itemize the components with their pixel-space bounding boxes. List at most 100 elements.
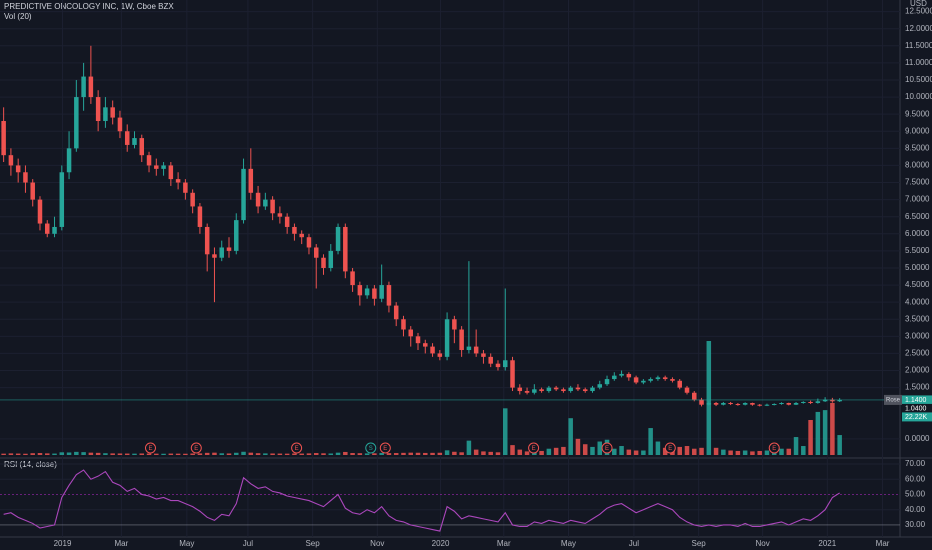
- y-tick-label: 6.5000: [905, 212, 930, 221]
- x-tick-label: May: [179, 539, 194, 548]
- volume-bar: [263, 453, 268, 455]
- y-tick-label: 30.00: [905, 520, 926, 529]
- volume-bar: [502, 408, 508, 455]
- candle-body: [59, 172, 65, 227]
- y-tick-label: 2.0000: [905, 366, 930, 375]
- price-tag: [902, 395, 932, 405]
- y-tick-label: 1.5000: [905, 383, 930, 392]
- candle-body: [226, 247, 232, 251]
- candle-body: [175, 179, 181, 183]
- candle-body: [154, 165, 159, 169]
- candle-body: [655, 377, 661, 380]
- volume-bar: [779, 448, 784, 455]
- price-tag-label: 1.1400: [905, 397, 927, 404]
- y-tick-label: 11.0000: [905, 58, 932, 67]
- volume-bar: [481, 451, 486, 455]
- volume-bar: [786, 448, 792, 455]
- y-tick-label: 11.5000: [905, 41, 932, 50]
- volume-bar: [590, 446, 595, 455]
- candle-body: [466, 346, 472, 351]
- candle-body: [313, 247, 319, 258]
- volume-bar: [292, 453, 297, 455]
- volume-bar: [662, 447, 668, 455]
- candle-body: [793, 402, 799, 405]
- volume-bar: [633, 450, 639, 455]
- volume-bar: [284, 453, 290, 455]
- volume-bar: [321, 453, 326, 455]
- volume-bar: [154, 453, 159, 455]
- volume-bar: [117, 453, 123, 455]
- candle-body: [612, 375, 617, 380]
- x-tick-label: Nov: [755, 539, 769, 548]
- volume-bar: [764, 450, 770, 455]
- candle-body: [190, 192, 195, 207]
- volume-bar: [597, 441, 603, 455]
- candle-body: [124, 131, 130, 145]
- y-tick-label: 9.0000: [905, 126, 930, 135]
- event-label: E: [295, 446, 299, 452]
- candle-body: [401, 319, 406, 330]
- event-label: E: [605, 446, 609, 452]
- volume-bar: [510, 445, 515, 455]
- volume-bar: [204, 452, 210, 455]
- volume-bar: [52, 453, 57, 455]
- price-tag: [902, 403, 932, 413]
- candle-body: [219, 247, 224, 258]
- y-tick-label: 12.5000: [905, 7, 932, 16]
- volume-bar: [110, 453, 115, 455]
- y-tick-label: 5.5000: [905, 246, 930, 255]
- event-label: E: [383, 446, 387, 452]
- candle-body: [372, 288, 377, 299]
- candle-body: [74, 97, 79, 149]
- candle-body: [204, 226, 210, 255]
- candle-body: [1, 121, 6, 156]
- y-tick-label: 60.00: [905, 474, 926, 483]
- y-tick-label: 7.5000: [905, 178, 930, 187]
- candle-body: [604, 379, 610, 385]
- volume-bar: [575, 438, 581, 455]
- candle-body: [837, 399, 842, 402]
- y-tick-label: 5.0000: [905, 263, 930, 272]
- currency: USD: [910, 0, 927, 8]
- candle-body: [481, 353, 486, 357]
- candle-body: [321, 257, 326, 268]
- candle-body: [335, 226, 341, 251]
- candle-body: [241, 168, 246, 221]
- candle-body: [81, 76, 86, 98]
- y-tick-label: 40.00: [905, 505, 926, 514]
- volume-bar: [401, 452, 406, 455]
- candle-body: [728, 402, 733, 405]
- volume-bar: [524, 451, 530, 455]
- candle-body: [815, 401, 821, 403]
- y-tick-label: 7.0000: [905, 195, 930, 204]
- volume-bar: [30, 453, 35, 455]
- event-label: E: [668, 446, 672, 452]
- volume-bar: [161, 453, 166, 455]
- candle-body: [626, 373, 632, 378]
- volume-bar: [677, 446, 682, 455]
- price-tag: [902, 412, 932, 422]
- volume-title: Vol (20): [4, 12, 32, 21]
- volume-bar: [183, 453, 188, 455]
- y-tick-label: 4.0000: [905, 297, 930, 306]
- candle-body: [510, 360, 515, 388]
- y-tick-label: 50.00: [905, 490, 926, 499]
- event-label: E: [194, 446, 198, 452]
- volume-bar: [641, 450, 646, 455]
- volume-bar: [801, 446, 806, 455]
- volume-bar: [473, 449, 479, 455]
- volume-bar: [742, 450, 748, 455]
- event-marker: [190, 442, 202, 454]
- candle-body: [662, 377, 668, 380]
- y-tick-label: 9.5000: [905, 109, 930, 118]
- candle-body: [641, 380, 646, 383]
- volume-bar: [757, 450, 762, 455]
- candle-body: [699, 399, 704, 405]
- volume-bar: [793, 437, 799, 455]
- candle-body: [255, 192, 261, 207]
- volume-bar: [219, 453, 224, 455]
- candle-body: [706, 402, 712, 405]
- candle-body: [430, 346, 435, 354]
